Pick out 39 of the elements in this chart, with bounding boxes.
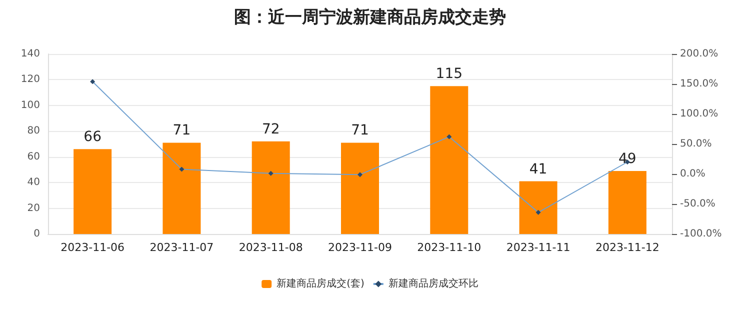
x-tick-label: 2023-11-12 [595,241,660,254]
bar [74,149,112,234]
bar [341,142,379,234]
x-tick-label: 2023-11-09 [328,241,392,254]
data-label: 115 [436,66,463,82]
y-tick-label: 120 [20,74,40,86]
y2-tick-label: -50.0% [680,198,716,210]
y-tick-label: 40 [27,177,40,188]
y-tick-label: 60 [27,151,40,162]
bar [162,142,201,234]
bar [252,141,290,234]
x-tick-label: 2023-11-08 [238,241,303,254]
bar [519,181,558,234]
bar [430,86,468,234]
bar [608,171,646,234]
y2-tick-label: 50.0% [680,138,712,150]
chart-title: 图：近一周宁波新建商品房成交走势 [234,8,506,28]
y-tick-label: 80 [27,126,40,137]
y-tick-label: 100 [20,100,40,111]
legend-label: 新建商品房成交环比 [388,278,478,290]
y-tick-label: 0 [34,228,40,240]
x-tick-label: 2023-11-10 [417,241,482,254]
y2-tick-label: -100.0% [680,228,722,240]
y-tick-label: 20 [27,202,40,214]
x-tick-label: 2023-11-07 [150,241,214,254]
data-label: 66 [84,129,102,146]
data-label: 49 [618,151,636,167]
legend-label: 新建商品房成交(套) [276,278,364,290]
y2-tick-label: 0.0% [680,168,706,180]
data-label: 41 [529,161,548,178]
y2-tick-label: 200.0% [680,48,718,60]
y-tick-label: 140 [20,48,40,60]
data-label: 71 [172,122,191,139]
x-tick-label: 2023-11-11 [506,241,570,254]
x-tick-label: 2023-11-06 [60,241,125,254]
y2-tick-label: 100.0% [680,108,718,120]
y2-tick-label: 150.0% [680,78,718,90]
data-label: 72 [262,121,280,138]
data-label: 71 [351,122,369,139]
